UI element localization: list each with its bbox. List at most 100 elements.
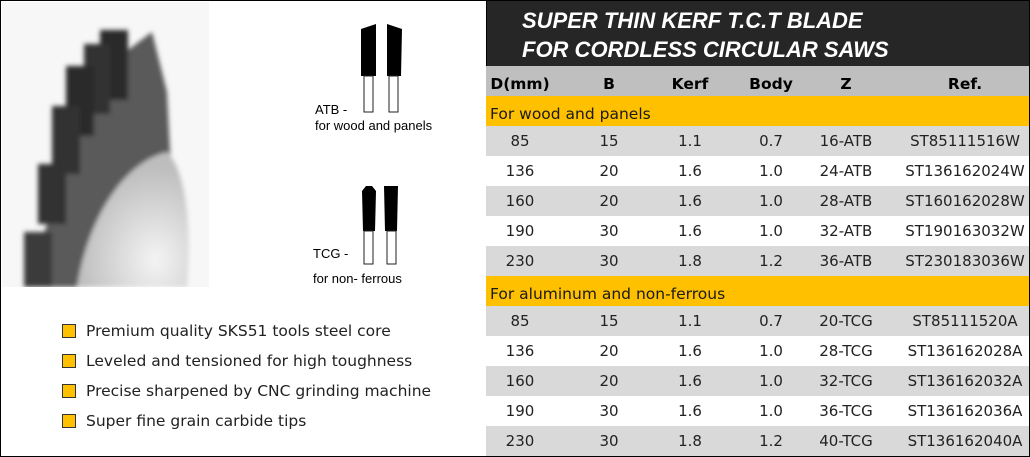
table-cell: ST85111516W	[910, 132, 1020, 150]
table-cell: 85	[510, 312, 530, 330]
bullet-square-icon	[62, 414, 76, 428]
table-cell: 1.0	[759, 192, 783, 210]
table-cell: 30	[599, 402, 619, 420]
feature-item: Precise sharpened by CNC grinding machin…	[62, 376, 431, 406]
table-row: 85 15 1.1 0.7 16-ATB ST85111516W	[486, 126, 1030, 156]
table-header: D(mm) B Kerf Body Z Ref.	[486, 66, 1030, 96]
table-cell: ST230183036W	[905, 252, 1025, 270]
bullet-square-icon	[62, 384, 76, 398]
table-cell: 0.7	[759, 132, 783, 150]
table-cell: 1.0	[759, 222, 783, 240]
table-cell: 24-ATB	[819, 162, 873, 180]
table-cell: 1.0	[759, 342, 783, 360]
section-title: For aluminum and non-ferrous	[490, 285, 726, 303]
table-cell: 1.6	[678, 342, 702, 360]
atb-teeth-icon	[361, 24, 402, 113]
table-cell: ST136162040A	[907, 432, 1023, 450]
table-cell: ST136162028A	[907, 342, 1023, 360]
table-cell: 36-ATB	[819, 252, 873, 270]
table-cell: ST136162032A	[907, 372, 1023, 390]
saw-blade-image	[2, 2, 209, 287]
table-cell: ST85111520A	[912, 312, 1018, 330]
table-cell: 32-TCG	[819, 372, 873, 390]
table-cell: 30	[599, 252, 619, 270]
tcg-label: TCG -	[313, 246, 349, 261]
table-title: SUPER THIN KERF T.C.T BLADE FOR CORDLESS…	[486, 0, 1030, 66]
table-cell: 20	[599, 192, 619, 210]
table-row: 136 20 1.6 1.0 28-TCG ST136162028A	[486, 336, 1030, 366]
table-row: 230 30 1.8 1.2 36-ATB ST230183036W	[486, 246, 1030, 276]
section-header: For wood and panels	[486, 96, 1030, 126]
table-cell: 160	[505, 372, 535, 390]
table-cell: 28-TCG	[819, 342, 873, 360]
table-cell: 1.0	[759, 162, 783, 180]
table-cell: 190	[505, 402, 535, 420]
table-cell: 1.6	[678, 222, 702, 240]
table-cell: 36-TCG	[819, 402, 873, 420]
table-cell: 160	[505, 192, 535, 210]
table-cell: Kerf	[671, 75, 709, 93]
table-cell: Body	[749, 75, 793, 93]
table-cell: 15	[599, 312, 619, 330]
table-cell: 1.2	[759, 432, 783, 450]
table-cell: 136	[505, 342, 535, 360]
table-cell: ST190163032W	[905, 222, 1025, 240]
table-row: 160 20 1.6 1.0 28-ATB ST160162028W	[486, 186, 1030, 216]
table-row: 190 30 1.6 1.0 32-ATB ST190163032W	[486, 216, 1030, 246]
table-row: 160 20 1.6 1.0 32-TCG ST136162032A	[486, 366, 1030, 396]
spec-table: SUPER THIN KERF T.C.T BLADE FOR CORDLESS…	[486, 0, 1030, 457]
table-row: 85 15 1.1 0.7 20-TCG ST85111520A	[486, 306, 1030, 336]
table-row: 230 30 1.8 1.2 40-TCG ST136162040A	[486, 426, 1030, 456]
feature-item: Super fine grain carbide tips	[62, 406, 431, 436]
bullet-square-icon	[62, 354, 76, 368]
table-row: 136 20 1.6 1.0 24-ATB ST136162024W	[486, 156, 1030, 186]
table-cell: 1.8	[678, 252, 702, 270]
table-cell: B	[603, 75, 615, 93]
table-cell: ST160162028W	[905, 192, 1025, 210]
section-header: For aluminum and non-ferrous	[486, 276, 1030, 306]
table-cell: 20	[599, 342, 619, 360]
tcg-teeth-icon	[362, 186, 398, 265]
feature-list: Premium quality SKS51 tools steel core L…	[62, 316, 431, 436]
table-cell: 1.1	[678, 312, 702, 330]
table-cell: 40-TCG	[819, 432, 873, 450]
atb-label: ATB -	[315, 102, 348, 117]
table-cell: 32-ATB	[819, 222, 873, 240]
bullet-square-icon	[62, 324, 76, 338]
table-cell: 1.6	[678, 372, 702, 390]
table-cell: 85	[510, 132, 530, 150]
feature-item: Premium quality SKS51 tools steel core	[62, 316, 431, 346]
table-cell: 1.8	[678, 432, 702, 450]
table-cell: 30	[599, 432, 619, 450]
table-cell: 190	[505, 222, 535, 240]
table-cell: 1.1	[678, 132, 702, 150]
table-row: 190 30 1.6 1.0 36-TCG ST136162036A	[486, 396, 1030, 426]
table-cell: 20-TCG	[819, 312, 873, 330]
table-cell: 230	[505, 432, 535, 450]
table-cell: 30	[599, 222, 619, 240]
table-cell: 28-ATB	[819, 192, 873, 210]
table-cell: 1.0	[759, 372, 783, 390]
section-title: For wood and panels	[490, 105, 651, 123]
table-cell: 16-ATB	[819, 132, 873, 150]
tcg-description: for non- ferrous	[313, 271, 402, 286]
table-cell: ST136162024W	[905, 162, 1025, 180]
feature-item: Leveled and tensioned for high toughness	[62, 346, 431, 376]
table-cell: 1.2	[759, 252, 783, 270]
table-cell: 20	[599, 372, 619, 390]
table-cell: Ref.	[947, 75, 983, 93]
table-cell: 1.6	[678, 402, 702, 420]
table-cell: 1.6	[678, 192, 702, 210]
table-cell: ST136162036A	[907, 402, 1023, 420]
table-cell: 230	[505, 252, 535, 270]
table-cell: Z	[840, 75, 852, 93]
table-cell: 1.6	[678, 162, 702, 180]
table-cell: 15	[599, 132, 619, 150]
product-panel: ATB - for wood and panels TCG - for non-…	[0, 0, 486, 457]
table-cell: 1.0	[759, 402, 783, 420]
table-cell: D(mm)	[490, 75, 550, 93]
table-cell: 20	[599, 162, 619, 180]
table-cell: 0.7	[759, 312, 783, 330]
table-cell: 136	[505, 162, 535, 180]
atb-description: for wood and panels	[315, 118, 433, 133]
